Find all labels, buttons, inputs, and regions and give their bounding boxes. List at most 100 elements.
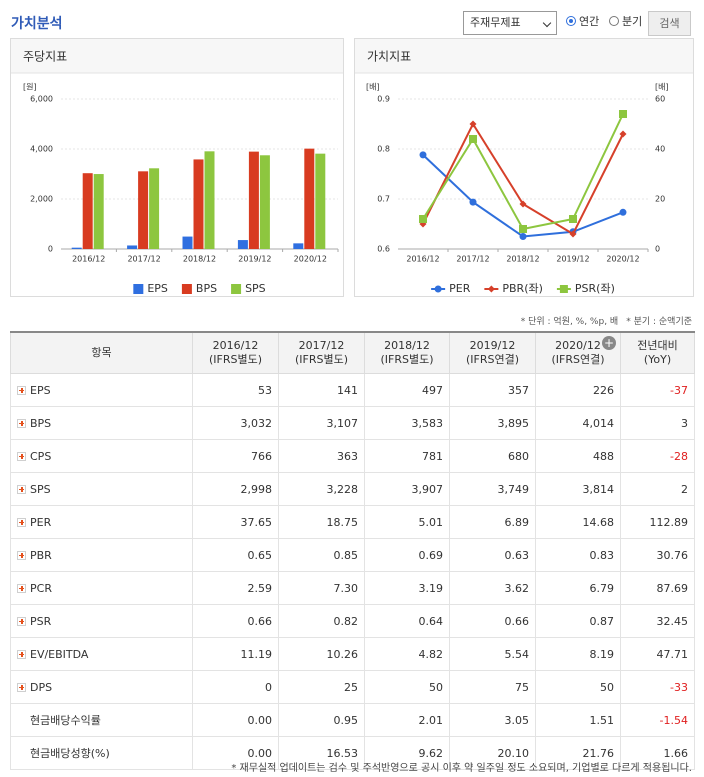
row-label-cell: SPS (10, 472, 193, 506)
column-header: 전년대비 (YoY) (620, 331, 695, 374)
expand-icon[interactable] (17, 550, 26, 560)
marker (519, 225, 527, 233)
column-header: 2019/12 (IFRS연결) (449, 331, 536, 374)
cell: 2,998 (192, 472, 279, 506)
table-row: PSR 0.66 0.82 0.64 0.66 0.87 32.45 (10, 604, 695, 638)
x-tick-label: 2019/12 (556, 255, 589, 264)
cell: 7.30 (278, 571, 365, 605)
chart-panel: 가치지표 [배] [배] 0.6 0.7 0.8 0.9 0 20 40 60 2016/12 2017… (354, 38, 694, 297)
y-tick-label: 0.7 (377, 195, 390, 204)
cell: 0.69 (364, 538, 450, 572)
header-basis: (IFRS연결) (465, 353, 520, 366)
header-period: 2019/12 (469, 339, 516, 352)
radio-annual[interactable]: 연간 (566, 13, 599, 29)
cell: 3,107 (278, 406, 365, 440)
expand-icon[interactable] (17, 385, 26, 395)
radio-label: 분기 (622, 15, 643, 28)
legend-label: EPS (147, 282, 168, 295)
radio-label: 연간 (579, 15, 600, 28)
expand-icon[interactable] (17, 583, 26, 593)
row-label: PER (30, 515, 52, 529)
expand-icon[interactable] (17, 418, 26, 428)
header-period: 2016/12 (212, 339, 259, 352)
expand-icon[interactable] (17, 616, 26, 626)
legend: PER PBR(좌) PSR(좌) (431, 282, 615, 295)
column-header: 2020/12 (IFRS연결) + (535, 331, 621, 374)
cell: 357 (449, 373, 536, 407)
bar (82, 173, 93, 249)
row-label-cell: PCR (10, 571, 193, 605)
row-label-cell: 현금배당수익률 (10, 703, 193, 737)
cell: 8.19 (535, 637, 621, 671)
cell: 14.68 (535, 505, 621, 539)
cell: -37 (620, 373, 695, 407)
x-tick-label: 2017/12 (127, 255, 160, 264)
y2-tick-label: 20 (655, 195, 665, 204)
column-header: 항목 (10, 331, 193, 374)
panel-header (11, 39, 343, 73)
x-tick-label: 2019/12 (238, 255, 271, 264)
cell: 766 (192, 439, 279, 473)
legend-swatch (181, 284, 192, 294)
row-label: 현금배당성향(%) (30, 747, 110, 760)
x-tick-label: 2016/12 (72, 255, 105, 264)
cell: 0.00 (192, 736, 279, 770)
row-label-cell: BPS (10, 406, 193, 440)
row-label-cell: 현금배당성향(%) (10, 736, 193, 770)
marker (619, 110, 627, 118)
cell: 5.01 (364, 505, 450, 539)
radio-quarter[interactable]: 분기 (609, 13, 642, 29)
cell: 5.54 (449, 637, 536, 671)
row-label: EPS (30, 383, 51, 397)
expand-icon[interactable] (17, 682, 26, 692)
marker (619, 208, 627, 216)
header-basis: (IFRS별도) (380, 353, 434, 366)
cell: 50 (364, 670, 450, 704)
cell: 30.76 (620, 538, 695, 572)
legend-swatch (133, 284, 144, 294)
row-label-cell: EPS (10, 373, 193, 407)
cell: 87.69 (620, 571, 695, 605)
row-label: CPS (30, 449, 52, 463)
row-label: PCR (30, 581, 52, 595)
cell: 0.64 (364, 604, 450, 638)
expand-icon[interactable] (17, 484, 26, 494)
marker (469, 120, 477, 128)
search-button[interactable]: 검색 (648, 11, 691, 36)
cell: -33 (620, 670, 695, 704)
expand-icon[interactable] (17, 517, 26, 527)
cell: 680 (449, 439, 536, 473)
cell: 25 (278, 670, 365, 704)
bar (293, 243, 304, 249)
y2-tick-label: 40 (655, 145, 665, 154)
header-period: 2017/12 (298, 339, 345, 352)
statement-select[interactable]: 주재무제표 (463, 11, 557, 35)
notes: * 단위 : 억원, %, %p, 배 * 분기 : 순액기준 (513, 314, 692, 327)
header-basis: (IFRS별도) (208, 353, 263, 366)
marker (419, 215, 427, 223)
header-period: 2020/12 (555, 339, 601, 352)
table-row: PER 37.65 18.75 5.01 6.89 14.68 112.89 (10, 505, 695, 539)
cell: 53 (192, 373, 279, 407)
table-row: BPS 3,032 3,107 3,583 3,895 4,014 3 (10, 406, 695, 440)
legend-label: PSR(좌) (575, 282, 615, 295)
axis-unit: [원] (23, 83, 37, 92)
x-tick-label: 2017/12 (456, 255, 489, 264)
note: * 단위 : 억원, %, %p, 배 (520, 317, 619, 327)
y-tick-label: 0.6 (377, 245, 390, 254)
cell: 50 (535, 670, 621, 704)
bar (149, 168, 160, 249)
cell: 20.10 (449, 736, 536, 770)
marker (519, 232, 527, 240)
expand-icon[interactable] (17, 451, 26, 461)
header-basis: (YoY) (643, 353, 672, 366)
table-row: CPS 766 363 781 680 488 -28 (10, 439, 695, 473)
cell: 4.82 (364, 637, 450, 671)
y2-tick-label: 0 (655, 245, 660, 254)
section-title: 가치분석 (11, 16, 63, 32)
cell: 3.62 (449, 571, 536, 605)
expand-button[interactable]: + (602, 336, 616, 350)
cell: 3,749 (449, 472, 536, 506)
expand-icon[interactable] (17, 649, 26, 659)
